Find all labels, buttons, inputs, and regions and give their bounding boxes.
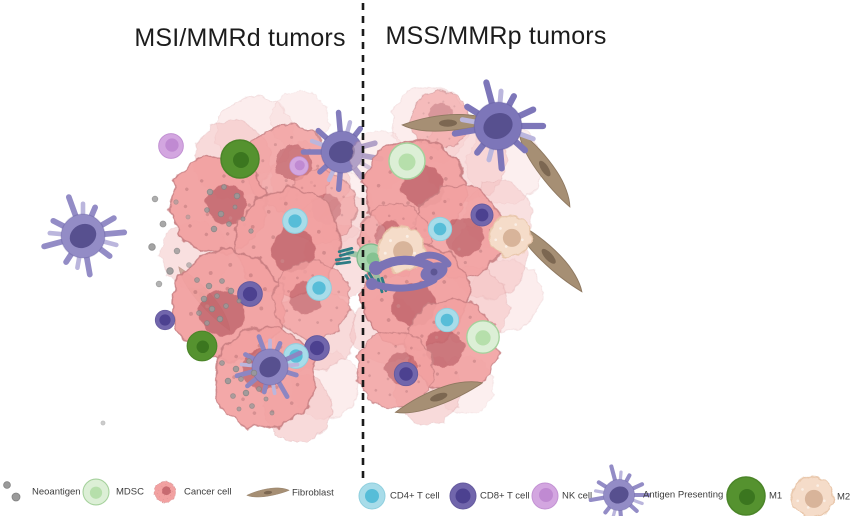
neoantigen-dot: [263, 396, 269, 402]
cd4-t-cell: [427, 216, 453, 242]
neoantigen-dot: [100, 420, 106, 426]
mdsc-cell: [388, 142, 426, 180]
cd8-t-cell: [154, 309, 176, 331]
legend-label-cd8: CD8+ T cell: [480, 491, 530, 502]
legend-label-nk: NK cell: [562, 491, 592, 502]
neoantigen-dot: [269, 410, 275, 416]
neoantigen-dot: [240, 216, 246, 222]
legend-item-nk: NK cell: [531, 482, 592, 510]
cd4-t-cell: [282, 208, 308, 234]
legend-item-fibroblast: Fibroblast: [246, 485, 334, 500]
neoantigen-dot: [186, 262, 192, 268]
legend-item-neo: Neoantigen: [3, 481, 81, 502]
neoantigen-dot: [224, 377, 232, 385]
legend: Neoantigen MDSC Cancer cell Fibroblast CD4+ …: [3, 466, 850, 516]
neoantigen-dot: [155, 280, 163, 288]
neoantigen-dot: [200, 295, 208, 303]
legend-item-cancer: Cancer cell: [154, 481, 232, 502]
cd8-t-cell-legend-icon: [449, 482, 477, 510]
m1-macrophage: [186, 330, 218, 362]
neoantigen-dot: [210, 225, 218, 233]
legend-item-m1: M1: [726, 476, 782, 516]
neoantigen-dot: [219, 360, 225, 366]
neoantigen-dot: [166, 267, 174, 275]
neoantigen-dot: [204, 207, 210, 213]
legend-label-neo: Neoantigen: [32, 487, 81, 498]
m2-macrophage: [489, 215, 531, 257]
right-panel-title: MSS/MMRp tumors: [385, 22, 606, 50]
nk-cell-legend-icon: [531, 482, 559, 510]
cd8-t-cell: [470, 203, 494, 227]
left-tumor-scene: [40, 83, 391, 447]
neoantigen-dot: [219, 278, 225, 284]
neoantigen-dot: [227, 287, 235, 295]
legend-label-apc: Antigen Presenting Cell: [643, 490, 742, 501]
m1-macrophage: [220, 139, 260, 179]
m2-macrophage-legend-icon: [791, 476, 833, 516]
neoantigen-dot: [226, 221, 232, 227]
legend-label-mdsc: MDSC: [116, 487, 144, 498]
legend-item-cd8: CD8+ T cell: [449, 482, 530, 510]
neoantigen-dot: [196, 310, 202, 316]
neoantigen-dot: [206, 188, 214, 196]
legend-item-cd4: CD4+ T cell: [358, 482, 440, 510]
legend-label-cancer: Cancer cell: [184, 487, 232, 498]
neoantigen-dot: [217, 210, 225, 218]
cd4-t-cell: [434, 307, 460, 333]
nk-cell: [289, 156, 309, 176]
legend-item-apc: Antigen Presenting Cell: [591, 466, 742, 516]
mdsc-cell: [466, 320, 500, 354]
neoantigen-dot: [236, 406, 242, 412]
left-panel-title: MSI/MMRd tumors: [134, 24, 345, 52]
neoantigen-dot: [173, 199, 179, 205]
neoantigen-dot: [214, 293, 220, 299]
legend-item-mdsc: MDSC: [82, 478, 144, 506]
cd8-t-cell: [237, 281, 263, 307]
neoantigen-dot: [194, 277, 200, 283]
cd8-t-cell: [393, 361, 419, 387]
mdsc-cell-legend-icon: [82, 478, 110, 506]
neoantigen-dot: [248, 228, 254, 234]
nk-cell: [158, 133, 184, 159]
neoantigen-dot: [159, 220, 167, 228]
neoantigen-dot: [204, 320, 210, 326]
neoantigen-dot: [249, 403, 255, 409]
legend-label-m1: M1: [769, 491, 782, 502]
neoantigen-dot: [236, 298, 242, 304]
neoantigen-dot: [148, 243, 156, 251]
neoantigen-dot: [246, 358, 252, 364]
m1-macrophage-legend-icon: [726, 476, 766, 516]
neoantigen-dot: [238, 376, 244, 382]
neoantigen-dot: [250, 369, 258, 377]
neoantigen-dot: [223, 303, 229, 309]
cancer-cell-legend-icon: [154, 481, 175, 502]
neoantigen-dot: [242, 389, 250, 397]
legend-label-fibroblast: Fibroblast: [292, 488, 334, 499]
neoantigen-dot: [216, 315, 224, 323]
neoantigen-dot: [233, 192, 241, 200]
neoantigen-dot: [205, 282, 213, 290]
cd4-t-cell: [306, 275, 332, 301]
neoantigen-dot: [185, 214, 191, 220]
neoantigen-dot: [232, 365, 240, 373]
legend-item-m2: M2: [791, 476, 850, 516]
neoantigen-dot: [151, 195, 159, 203]
neoantigen-dot: [256, 386, 262, 392]
neoantigen-dot: [173, 247, 181, 255]
neoantigen-dot: [208, 305, 216, 313]
neoantigen-dot: [230, 393, 236, 399]
neoantigen-dot: [232, 204, 238, 210]
cd4-t-cell-legend-icon: [358, 482, 386, 510]
legend-label-m2: M2: [837, 492, 850, 503]
neoantigen-dot: [221, 184, 227, 190]
scene: [40, 73, 586, 447]
legend-label-cd4: CD4+ T cell: [390, 491, 440, 502]
